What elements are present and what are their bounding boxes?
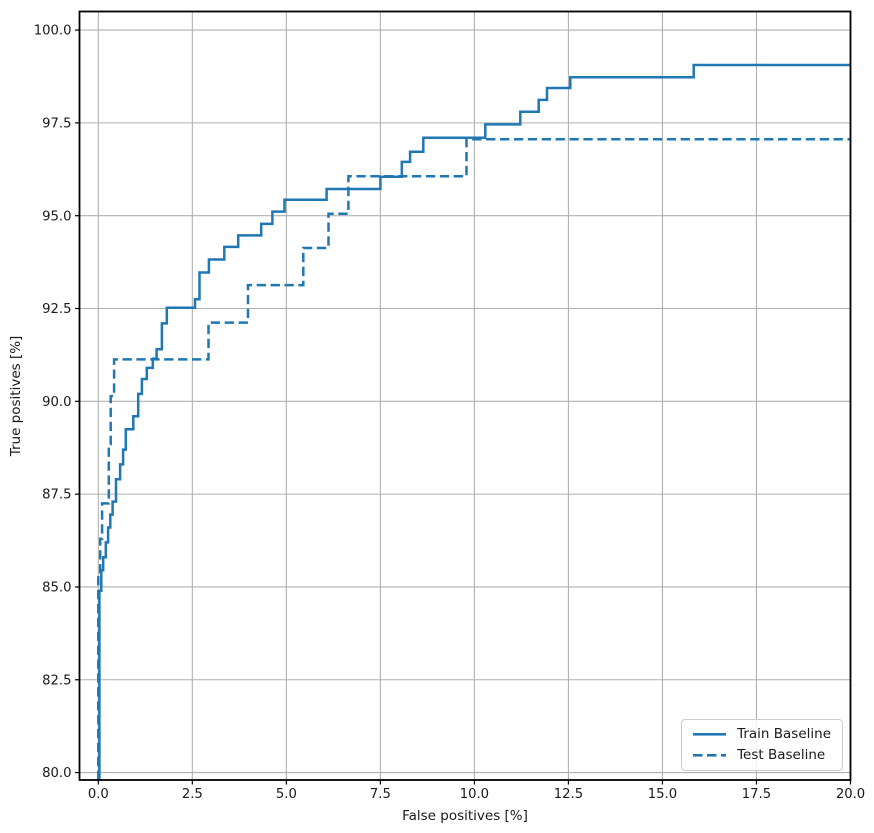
y-axis-label: True positives [%] bbox=[8, 336, 24, 458]
y-tick-label: 87.5 bbox=[42, 488, 71, 503]
y-tick-label: 97.5 bbox=[42, 116, 71, 131]
train-line-swatch bbox=[693, 733, 727, 737]
legend-entry-train: Train Baseline bbox=[693, 726, 831, 742]
y-tick-label: 95.0 bbox=[42, 209, 71, 224]
y-tick-label: 80.0 bbox=[42, 766, 71, 781]
series-layer bbox=[97, 63, 851, 780]
test-line-swatch bbox=[693, 753, 727, 757]
x-tick-label: 20.0 bbox=[836, 787, 865, 802]
x-tick-label: 5.0 bbox=[276, 787, 297, 802]
y-tick-label: 90.0 bbox=[42, 395, 71, 410]
x-tick-label: 12.5 bbox=[554, 787, 583, 802]
x-tick-label: 0.0 bbox=[88, 787, 109, 802]
plot-border bbox=[78, 10, 852, 781]
x-tick-label: 15.0 bbox=[648, 787, 677, 802]
grid-layer bbox=[79, 11, 852, 780]
x-axis-label: False positives [%] bbox=[402, 808, 528, 824]
legend: Train Baseline Test Baseline bbox=[681, 719, 843, 771]
legend-label-test: Test Baseline bbox=[737, 746, 826, 763]
y-tick-label: 100.0 bbox=[34, 24, 72, 39]
x-tick-label: 10.0 bbox=[460, 787, 489, 802]
x-tick-label: 2.5 bbox=[182, 787, 203, 802]
legend-entry-test: Test Baseline bbox=[693, 746, 831, 763]
series-line-dashed bbox=[97, 137, 851, 780]
series-line-solid bbox=[98, 63, 851, 780]
tick-layer: 0.0 2.5 5.0 7.5 10.0 12.5 15.0 17.5 20.0 80.0 82.5… bbox=[34, 24, 865, 802]
y-tick-label: 82.5 bbox=[42, 673, 71, 688]
y-tick-label: 85.0 bbox=[42, 581, 71, 596]
x-tick-label: 7.5 bbox=[370, 787, 391, 802]
legend-label-train: Train Baseline bbox=[737, 726, 831, 742]
x-tick-label: 17.5 bbox=[742, 787, 771, 802]
y-tick-label: 92.5 bbox=[42, 302, 71, 317]
axes-spines bbox=[78, 10, 852, 781]
